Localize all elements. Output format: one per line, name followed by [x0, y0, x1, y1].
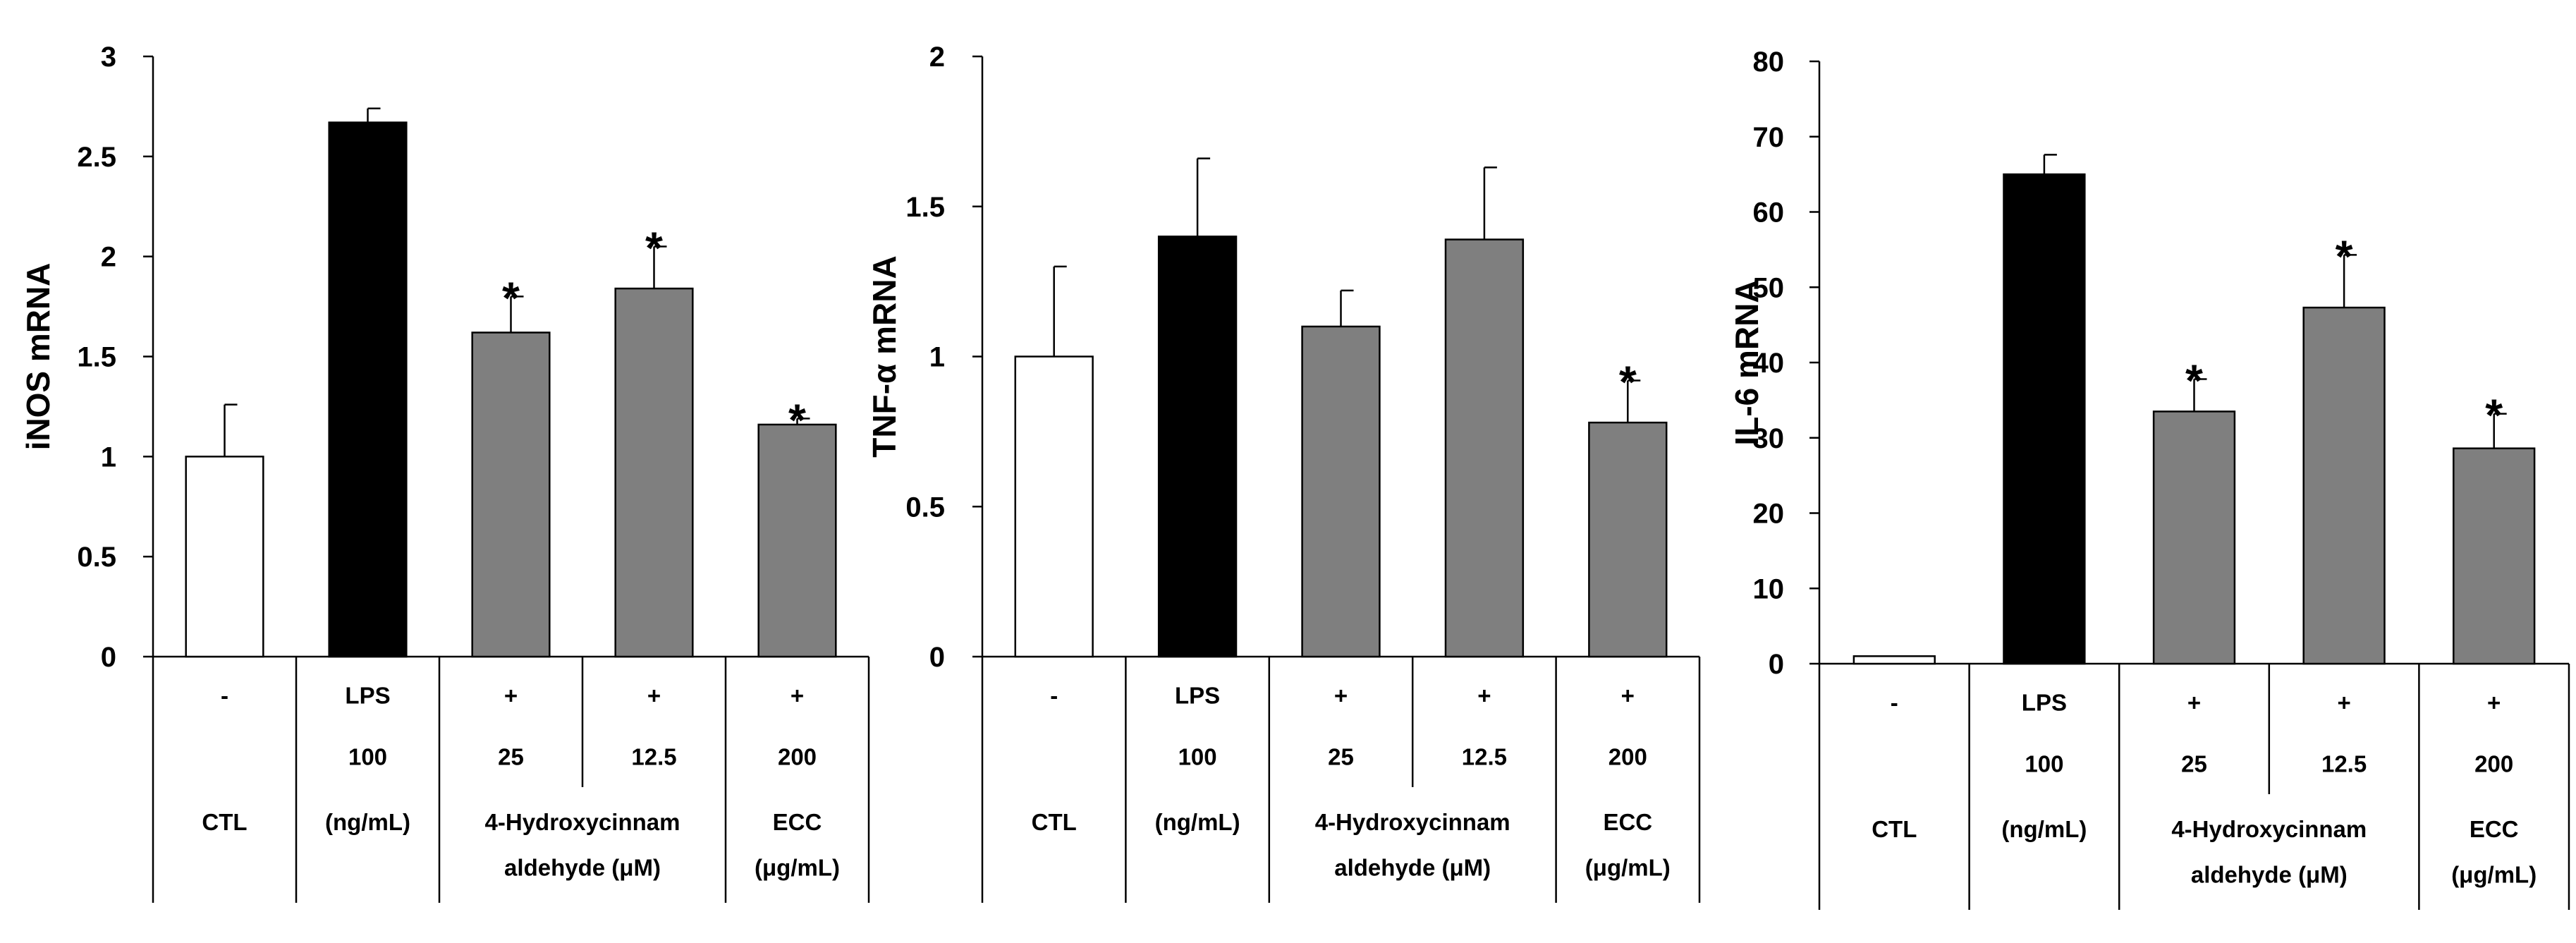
bar-3 [471, 331, 551, 658]
table-row2-cell: 12.5 [2321, 751, 2367, 777]
table-group-ecc-line1: ECC [773, 809, 822, 835]
table-row2-cell: 25 [498, 744, 524, 770]
panel-2: 0 0.5 1 1.5 2 TNF-α mRNA * - LPS + + +100 25 12.5 200 C… [866, 42, 1701, 903]
bar-1 [185, 456, 264, 658]
bar-2 [328, 121, 408, 658]
y-axis-label: TNF-α mRNA [866, 255, 903, 457]
table-row1-cell: + [647, 682, 661, 708]
table-group-ctl: CTL [1872, 816, 1917, 842]
significance-star: * [502, 272, 520, 323]
y-tick-label: 0 [929, 642, 945, 673]
table-row1-cell: LPS [2022, 689, 2067, 715]
table-row2-cell: 12.5 [631, 744, 676, 770]
bar-2 [1157, 236, 1238, 658]
table-row2-cell: 100 [348, 744, 387, 770]
y-tick-label: 40 [1753, 348, 1785, 379]
table-group-ecc-line2: (μg/mL) [755, 855, 840, 881]
y-tick-label: 20 [1753, 499, 1785, 530]
table-group-ecc-line2: (μg/mL) [2451, 862, 2537, 888]
table-group-compound-line2: aldehyde (μM) [504, 855, 661, 881]
significance-star: * [2185, 355, 2203, 406]
table-row1-cell: + [2337, 689, 2350, 715]
table-group-compound-line2: aldehyde (μM) [2191, 862, 2348, 888]
table-row2-cell: 100 [2025, 751, 2063, 777]
significance-star: * [645, 222, 663, 273]
table-group-compound-line1: 4-Hydroxycinnam [1315, 809, 1510, 835]
y-tick-label: 0.5 [77, 542, 116, 573]
y-tick-label: 0 [1769, 649, 1784, 680]
y-tick-label: 70 [1753, 122, 1785, 153]
bar-1 [1852, 655, 1936, 665]
table-row1-cell: + [504, 682, 518, 708]
bar-5 [2453, 447, 2536, 665]
y-tick-label: 30 [1753, 423, 1785, 454]
bar-3 [2152, 410, 2236, 665]
table-row1-cell: + [1621, 682, 1635, 708]
table-row1-cell: - [1891, 689, 1898, 715]
significance-star: * [2485, 390, 2503, 441]
y-tick-label: 3 [101, 42, 116, 73]
table-group-ctl: CTL [202, 809, 247, 835]
y-tick-label: 1 [929, 342, 945, 373]
panel-1: 0 0.5 1 1.5 2 2.5 3 iNOS mRNA * * * - LPS + + +100 25 12.… [20, 42, 870, 903]
table-row2-cell: 100 [1178, 744, 1217, 770]
y-axis-label: IL-6 mRNA [1728, 279, 1765, 445]
table-group-ecc-line1: ECC [1603, 809, 1652, 835]
y-tick-label: 80 [1753, 47, 1785, 78]
bar-4 [614, 287, 694, 658]
table-row1-cell: - [221, 682, 228, 708]
table-row2-cell: 12.5 [1462, 744, 1507, 770]
significance-star: * [2336, 231, 2353, 281]
table-row2-cell: 200 [778, 744, 817, 770]
table-group-compound-line1: 4-Hydroxycinnam [485, 809, 680, 835]
y-tick-label: 1 [101, 442, 116, 473]
y-tick-label: 0.5 [905, 492, 945, 523]
bar-1 [1014, 355, 1094, 658]
y-tick-label: 2 [929, 42, 945, 73]
y-axis-label: iNOS mRNA [20, 263, 56, 451]
table-row2-cell: 200 [1609, 744, 1647, 770]
bar-5 [757, 423, 837, 658]
table-group-ecc-line1: ECC [2470, 816, 2519, 842]
table-row2-cell: 200 [2474, 751, 2513, 777]
table-row1-cell: + [790, 682, 804, 708]
bar-4 [2302, 306, 2386, 665]
y-tick-label: 50 [1753, 272, 1785, 303]
table-group-lps-unit: (ng/mL) [2001, 816, 2087, 842]
y-tick-label: 60 [1753, 197, 1785, 229]
y-tick-label: 0 [101, 642, 116, 673]
table-row2-cell: 25 [1328, 744, 1354, 770]
table-group-lps-unit: (ng/mL) [1155, 809, 1240, 835]
y-tick-label: 10 [1753, 573, 1785, 604]
bar-2 [2003, 173, 2086, 665]
table-group-compound-line1: 4-Hydroxycinnam [2171, 816, 2367, 842]
table-row2-cell: 25 [2181, 751, 2207, 777]
y-tick-label: 1.5 [905, 192, 945, 223]
table-group-ctl: CTL [1032, 809, 1077, 835]
table-row1-cell: - [1050, 682, 1058, 708]
bar-3 [1301, 325, 1381, 658]
panel-3: 0 10 20 30 40 50 60 70 80 IL-6 mRNA * * * - LPS + + +100 2… [1728, 47, 2570, 910]
bar-5 [1588, 421, 1668, 658]
y-tick-label: 2 [101, 242, 116, 273]
bar-4 [1444, 238, 1525, 658]
significance-star: * [788, 394, 806, 445]
table-row1-cell: + [2187, 689, 2201, 715]
y-tick-label: 1.5 [77, 342, 116, 373]
table-row1-cell: + [1477, 682, 1491, 708]
table-row1-cell: + [1334, 682, 1348, 708]
table-row1-cell: + [2487, 689, 2501, 715]
significance-star: * [1619, 357, 1637, 408]
table-row1-cell: LPS [345, 682, 390, 708]
y-tick-label: 2.5 [77, 142, 116, 173]
table-group-compound-line2: aldehyde (μM) [1334, 855, 1491, 881]
table-row1-cell: LPS [1175, 682, 1220, 708]
table-group-lps-unit: (ng/mL) [325, 809, 410, 835]
table-group-ecc-line2: (μg/mL) [1585, 855, 1671, 881]
